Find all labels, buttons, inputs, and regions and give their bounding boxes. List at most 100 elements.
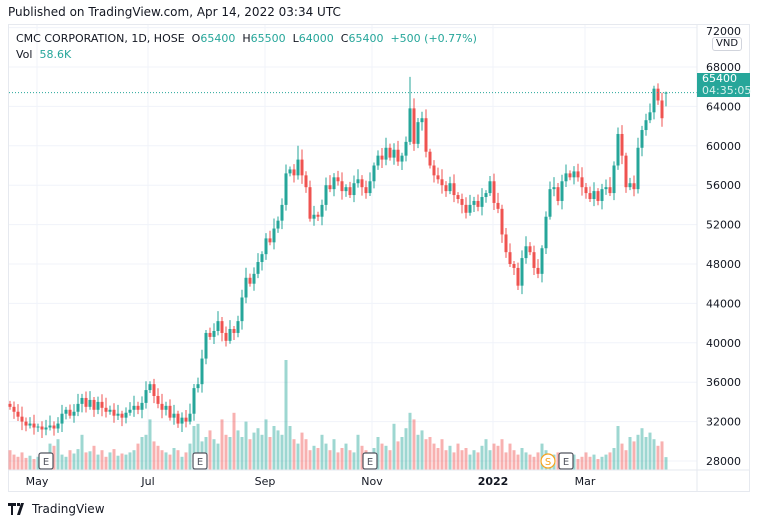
volume-bar <box>160 450 164 470</box>
candle-body <box>296 159 300 176</box>
volume-bar <box>76 449 80 470</box>
candle-body <box>240 297 244 322</box>
dividend-marker-label: S <box>545 457 551 468</box>
candle-body <box>652 88 656 113</box>
candle-body <box>484 193 488 198</box>
candle-body <box>200 358 204 385</box>
candle-body <box>272 228 276 243</box>
time-tick-label: Nov <box>361 475 383 488</box>
volume-bar <box>644 437 648 470</box>
volume-bar <box>536 452 540 470</box>
volume-bar <box>436 448 440 470</box>
candle-body <box>584 187 588 194</box>
volume-bar <box>664 457 668 470</box>
time-axis: May Jul Sep Nov 2022 Mar <box>26 475 596 488</box>
candle-body <box>456 195 460 199</box>
candle-body <box>612 165 616 194</box>
volume-bar <box>340 448 344 470</box>
chart-legend: CMC CORPORATION, 1D, HOSE O65400 H65500 … <box>16 31 477 63</box>
candle-body <box>84 397 88 407</box>
candle-body <box>648 112 652 121</box>
volume-bar <box>608 452 612 470</box>
candle-body <box>400 155 404 162</box>
volume-bar <box>636 434 640 470</box>
tradingview-logo-icon <box>8 503 24 515</box>
candle-body <box>528 246 532 253</box>
volume-bar <box>472 450 476 470</box>
dividend-marker[interactable] <box>540 453 556 469</box>
time-tick-label: 2022 <box>478 475 509 488</box>
candle-body <box>56 423 60 429</box>
candle-body <box>564 173 568 182</box>
candle-body <box>480 197 484 207</box>
candle-body <box>164 405 168 410</box>
candle-body <box>140 402 144 410</box>
earnings-marker[interactable] <box>192 452 208 470</box>
volume-bar <box>276 430 280 470</box>
candle-body <box>356 179 360 184</box>
candle-body <box>640 130 644 148</box>
candle-body <box>168 405 172 418</box>
candle-body <box>176 413 180 424</box>
volume-bar <box>628 437 632 470</box>
candle-body <box>276 220 280 229</box>
volume-bar <box>420 430 424 470</box>
volume-bar <box>440 439 444 470</box>
volume-bar <box>80 434 84 470</box>
candle-body <box>384 147 388 160</box>
volume-bar <box>484 439 488 470</box>
candle-body <box>8 403 12 407</box>
volume-bar <box>52 445 56 470</box>
candle-body <box>504 234 508 253</box>
volume-bar <box>460 450 464 470</box>
volume-bar <box>300 432 304 470</box>
candle-body <box>40 426 44 430</box>
volume-bar <box>532 456 536 470</box>
currency-badge[interactable]: VND <box>712 37 743 51</box>
price-tick-label: 68000 <box>706 61 741 74</box>
candle-body <box>644 120 648 131</box>
footer-logo[interactable]: TradingView <box>8 502 105 516</box>
volume-bar <box>352 452 356 470</box>
close-value: 65400 <box>348 32 384 45</box>
volume-bar <box>152 441 156 470</box>
volume-bar <box>224 434 228 470</box>
volume-bar <box>336 452 340 470</box>
candle-body <box>148 384 152 391</box>
candle-body <box>492 181 496 203</box>
volume-bar <box>328 450 332 470</box>
earnings-marker[interactable] <box>362 452 378 470</box>
candle-body <box>516 267 520 286</box>
volume-bar <box>156 445 160 470</box>
volume-bar <box>648 432 652 470</box>
volume-bar <box>228 437 232 470</box>
volume-bar <box>60 454 64 470</box>
volume-bar <box>468 454 472 470</box>
volume-bar <box>604 454 608 470</box>
earnings-marker[interactable] <box>558 452 574 470</box>
volume-bar <box>16 456 20 470</box>
candle-body <box>416 122 420 144</box>
volume-bar <box>188 443 192 470</box>
volume-bar <box>384 445 388 470</box>
volume-bar <box>616 426 620 470</box>
volume-bar <box>136 443 140 470</box>
high-value: 65500 <box>250 32 286 45</box>
candle-body <box>576 171 580 178</box>
candle-body <box>380 155 384 160</box>
candle-body <box>76 403 80 412</box>
candle-body <box>184 417 188 422</box>
price-tick-label: 64000 <box>706 100 741 113</box>
volume-label: Vol <box>16 48 33 61</box>
candle-body <box>192 388 196 414</box>
candle-body <box>572 171 576 178</box>
volume-bar <box>196 423 200 470</box>
volume-bar <box>600 456 604 470</box>
volume-bar <box>240 437 244 470</box>
volume-bar <box>416 434 420 470</box>
candle-body <box>608 187 612 194</box>
earnings-marker[interactable] <box>38 452 54 470</box>
candle-body <box>144 390 148 403</box>
price-tick-label: 36000 <box>706 376 741 389</box>
